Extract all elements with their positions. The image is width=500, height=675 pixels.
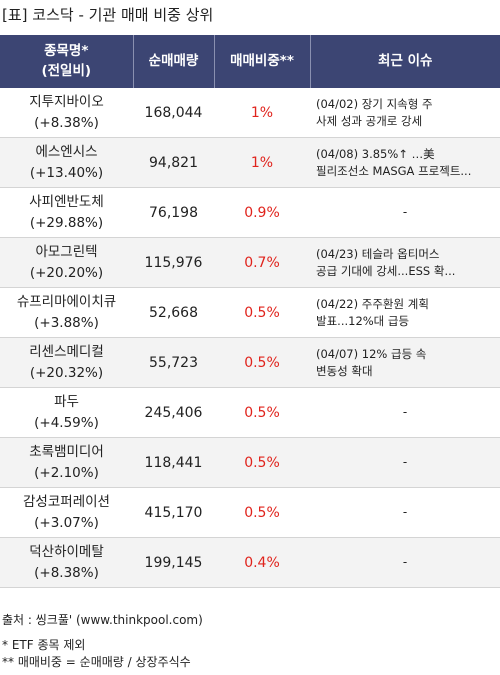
trade-ratio: 0.9% xyxy=(214,187,310,238)
recent-issue: (04/22) 주주환원 계획 발표...12%대 급등 xyxy=(310,287,500,338)
stock-name: 아모그린텍 xyxy=(35,244,98,261)
recent-issue: (04/02) 장기 지속형 주 사제 성과 공개로 강세 xyxy=(310,88,500,138)
stock-change: (+13.40%) xyxy=(29,164,104,181)
trade-ratio: 1% xyxy=(214,137,310,188)
stock-name-cell: 사피엔반도체 (+29.88%) xyxy=(0,187,133,238)
table-row: 초록뱀미디어 (+2.10%) 118,441 0.5% - xyxy=(0,437,500,488)
stock-name: 초록뱀미디어 xyxy=(29,444,104,461)
issue-line1: (04/23) 테슬라 옵티머스 xyxy=(316,247,440,262)
net-volume: 52,668 xyxy=(133,287,214,338)
stock-name-cell: 파두 (+4.59%) xyxy=(0,387,133,438)
source-note: 출처 : 씽크풀' (www.thinkpool.com) xyxy=(2,613,203,627)
recent-issue: - xyxy=(310,537,500,588)
net-volume: 199,145 xyxy=(133,537,214,588)
trade-ratio: 0.5% xyxy=(214,437,310,488)
issue-line2: 사제 성과 공개로 강세 xyxy=(316,113,423,128)
stock-name-cell: 덕산하이메탈 (+8.38%) xyxy=(0,537,133,588)
stock-change: (+29.88%) xyxy=(29,214,104,231)
trade-ratio: 0.5% xyxy=(214,287,310,338)
recent-issue: (04/07) 12% 급등 속 변동성 확대 xyxy=(310,337,500,388)
stock-name-cell: 리센스메디컬 (+20.32%) xyxy=(0,337,133,388)
table-row: 사피엔반도체 (+29.88%) 76,198 0.9% - xyxy=(0,187,500,238)
stock-name: 지투지바이오 xyxy=(29,94,104,111)
stock-name-cell: 아모그린텍 (+20.20%) xyxy=(0,237,133,288)
table-row: 슈프리마에이치큐 (+3.88%) 52,668 0.5% (04/22) 주주환원 계… xyxy=(0,287,500,338)
trade-ratio: 0.5% xyxy=(214,487,310,538)
page-title: [표] 코스닥 - 기관 매매 비중 상위 xyxy=(2,6,214,24)
trade-ratio: 0.5% xyxy=(214,387,310,438)
net-volume: 94,821 xyxy=(133,137,214,188)
table-header-row: 종목명* (전일비) 순매매량 매매비중** 최근 이슈 xyxy=(0,35,500,88)
issue-line1: (04/02) 장기 지속형 주 xyxy=(316,97,433,112)
net-volume: 415,170 xyxy=(133,487,214,538)
recent-issue: - xyxy=(310,387,500,438)
stock-name: 파두 xyxy=(54,394,79,411)
stock-change: (+8.38%) xyxy=(34,114,99,131)
trade-ratio: 0.4% xyxy=(214,537,310,588)
issue-line1: (04/07) 12% 급등 속 xyxy=(316,347,427,362)
stock-change: (+2.10%) xyxy=(34,464,99,481)
stock-name-cell: 감성코퍼레이션 (+3.07%) xyxy=(0,487,133,538)
issue-line2: 변동성 확대 xyxy=(316,363,373,378)
net-volume: 115,976 xyxy=(133,237,214,288)
trade-ratio: 0.5% xyxy=(214,337,310,388)
net-volume: 55,723 xyxy=(133,337,214,388)
stock-change: (+20.20%) xyxy=(29,264,104,281)
net-volume: 76,198 xyxy=(133,187,214,238)
stock-name: 사피엔반도체 xyxy=(29,194,104,211)
issue-line1: (04/08) 3.85%↑ …美 xyxy=(316,147,435,162)
stock-change: (+20.32%) xyxy=(29,364,104,381)
column-header-volume: 순매매량 xyxy=(133,35,215,88)
net-volume: 118,441 xyxy=(133,437,214,488)
recent-issue: (04/08) 3.85%↑ …美 필리조선소 MASGA 프로젝트... xyxy=(310,137,500,188)
recent-issue: - xyxy=(310,437,500,488)
table-row: 파두 (+4.59%) 245,406 0.5% - xyxy=(0,387,500,438)
recent-issue: - xyxy=(310,487,500,538)
ranking-table: 종목명* (전일비) 순매매량 매매비중** 최근 이슈 지투지바이오 (+8.3… xyxy=(0,35,500,588)
column-header-name-line1: 종목명* xyxy=(44,42,89,59)
stock-name: 덕산하이메탈 xyxy=(29,544,104,561)
column-header-name: 종목명* (전일비) xyxy=(0,35,134,88)
stock-name-cell: 초록뱀미디어 (+2.10%) xyxy=(0,437,133,488)
stock-name: 감성코퍼레이션 xyxy=(23,494,110,511)
stock-name-cell: 지투지바이오 (+8.38%) xyxy=(0,88,133,138)
column-header-ratio: 매매비중** xyxy=(214,35,311,88)
footnote-ratio: ** 매매비중 = 순매매량 / 상장주식수 xyxy=(2,655,191,669)
table-row: 아모그린텍 (+20.20%) 115,976 0.7% (04/23) 테슬라 옵티머… xyxy=(0,237,500,288)
stock-name: 리센스메디컬 xyxy=(29,344,104,361)
stock-change: (+3.07%) xyxy=(34,514,99,531)
table-row: 에스엔시스 (+13.40%) 94,821 1% (04/08) 3.85%↑ …美 필… xyxy=(0,137,500,188)
net-volume: 245,406 xyxy=(133,387,214,438)
stock-name-cell: 슈프리마에이치큐 (+3.88%) xyxy=(0,287,133,338)
issue-line2: 필리조선소 MASGA 프로젝트... xyxy=(316,163,472,178)
stock-change: (+8.38%) xyxy=(34,564,99,581)
column-header-name-line2: (전일비) xyxy=(41,62,92,79)
stock-name: 슈프리마에이치큐 xyxy=(16,294,117,311)
issue-line2: 공급 기대에 강세...ESS 확... xyxy=(316,263,456,278)
trade-ratio: 0.7% xyxy=(214,237,310,288)
column-header-issue: 최근 이슈 xyxy=(310,35,500,88)
recent-issue: (04/23) 테슬라 옵티머스 공급 기대에 강세...ESS 확... xyxy=(310,237,500,288)
stock-name: 에스엔시스 xyxy=(35,144,98,161)
stock-change: (+4.59%) xyxy=(34,414,99,431)
stock-name-cell: 에스엔시스 (+13.40%) xyxy=(0,137,133,188)
recent-issue: - xyxy=(310,187,500,238)
stock-change: (+3.88%) xyxy=(34,314,99,331)
net-volume: 168,044 xyxy=(133,88,214,138)
table-row: 리센스메디컬 (+20.32%) 55,723 0.5% (04/07) 12% 급등 … xyxy=(0,337,500,388)
footnote-etf: * ETF 종목 제외 xyxy=(2,638,86,652)
trade-ratio: 1% xyxy=(214,88,310,138)
table-row: 감성코퍼레이션 (+3.07%) 415,170 0.5% - xyxy=(0,487,500,538)
table-row: 덕산하이메탈 (+8.38%) 199,145 0.4% - xyxy=(0,537,500,588)
issue-line1: (04/22) 주주환원 계획 xyxy=(316,297,429,312)
issue-line2: 발표...12%대 급등 xyxy=(316,313,410,328)
